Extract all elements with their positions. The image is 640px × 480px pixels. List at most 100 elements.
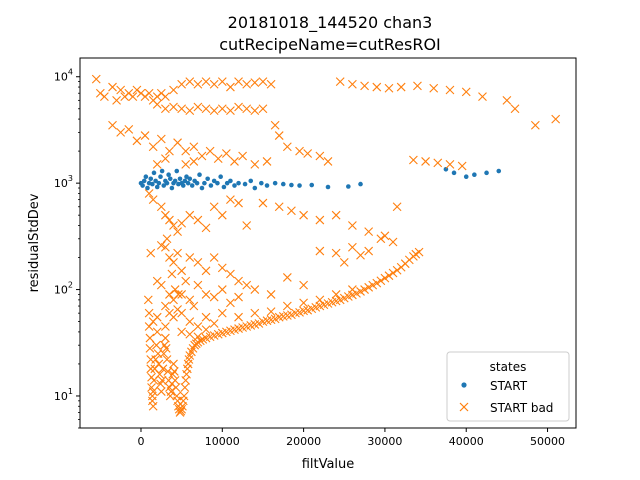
- data-point: [148, 142, 158, 152]
- data-point: [145, 343, 155, 353]
- data-point: [116, 85, 126, 95]
- data-point: [248, 178, 254, 184]
- data-point: [282, 142, 292, 152]
- data-point: [143, 295, 153, 305]
- legend-box: [446, 351, 570, 422]
- data-point: [156, 180, 162, 186]
- data-point: [201, 312, 211, 322]
- data-point: [364, 227, 374, 237]
- data-point: [445, 85, 455, 95]
- data-point: [484, 170, 489, 176]
- data-point: [160, 322, 170, 331]
- data-point: [209, 292, 219, 302]
- data-point: [221, 184, 227, 190]
- data-point: [266, 290, 276, 299]
- data-point: [299, 298, 308, 308]
- data-point: [151, 355, 161, 364]
- data-point: [154, 359, 164, 369]
- data-point: [224, 180, 230, 186]
- data-point: [226, 298, 235, 308]
- data-point: [160, 154, 170, 164]
- data-point: [146, 364, 156, 374]
- data-point: [201, 104, 211, 114]
- data-point: [172, 178, 178, 184]
- data-point: [250, 106, 260, 116]
- data-point: [372, 82, 382, 92]
- data-point: [414, 247, 424, 257]
- data-point: [443, 166, 449, 172]
- data-point: [262, 157, 272, 166]
- data-point: [201, 325, 211, 335]
- data-point: [451, 170, 457, 176]
- x-tick-label: 50000: [530, 435, 565, 448]
- data-point: [234, 198, 243, 208]
- data-point: [132, 136, 142, 146]
- data-point: [154, 184, 160, 190]
- data-point: [193, 258, 203, 267]
- legend-title: states: [490, 360, 527, 374]
- data-point: [169, 221, 178, 230]
- series-start: [138, 166, 502, 191]
- data-point: [457, 161, 467, 171]
- data-point: [187, 176, 193, 182]
- data-point: [226, 82, 235, 92]
- data-point: [274, 202, 284, 212]
- data-point: [299, 210, 308, 220]
- data-point: [156, 134, 166, 144]
- data-point: [179, 391, 189, 401]
- data-point: [309, 182, 315, 188]
- data-point: [148, 401, 158, 411]
- data-point: [472, 172, 477, 178]
- data-point: [315, 295, 325, 305]
- data-point: [181, 160, 191, 169]
- data-point: [348, 79, 357, 89]
- x-tick-label: 20000: [286, 435, 321, 448]
- data-point: [143, 174, 149, 179]
- data-point: [197, 151, 207, 161]
- data-point: [162, 234, 172, 244]
- data-point: [170, 376, 180, 385]
- data-point: [226, 195, 235, 205]
- data-point: [189, 301, 199, 311]
- data-point: [161, 183, 167, 188]
- y-axis: 101 102 103 104: [54, 68, 80, 429]
- series-start-bad: [91, 74, 561, 417]
- data-point: [163, 367, 173, 376]
- data-point: [217, 77, 227, 86]
- data-point: [160, 92, 170, 102]
- data-point: [209, 106, 219, 116]
- data-point: [108, 120, 117, 130]
- data-point: [162, 355, 172, 364]
- data-point: [211, 178, 217, 184]
- data-point: [496, 168, 502, 174]
- data-point: [259, 180, 264, 186]
- data-point: [209, 202, 219, 212]
- data-point: [152, 340, 161, 350]
- data-point: [339, 258, 349, 267]
- data-point: [169, 359, 178, 369]
- data-point: [144, 308, 154, 318]
- data-point: [156, 280, 166, 290]
- data-point: [315, 215, 325, 225]
- data-point: [152, 327, 162, 337]
- data-point: [252, 185, 258, 191]
- data-point: [169, 258, 178, 267]
- data-point: [234, 292, 243, 302]
- data-point: [144, 88, 154, 98]
- data-point: [176, 406, 186, 416]
- data-point: [250, 78, 260, 88]
- data-point: [155, 369, 165, 379]
- data-point: [287, 206, 296, 216]
- data-point: [193, 280, 203, 290]
- data-point: [218, 174, 223, 179]
- x-axis: 0 10000 20000 30000 40000 50000: [137, 428, 565, 448]
- data-point: [181, 146, 191, 156]
- data-point: [160, 104, 170, 114]
- data-point: [376, 276, 386, 286]
- data-point: [153, 178, 158, 184]
- data-point: [388, 237, 398, 247]
- data-point: [197, 172, 202, 178]
- data-point: [167, 176, 173, 182]
- data-point: [144, 189, 154, 198]
